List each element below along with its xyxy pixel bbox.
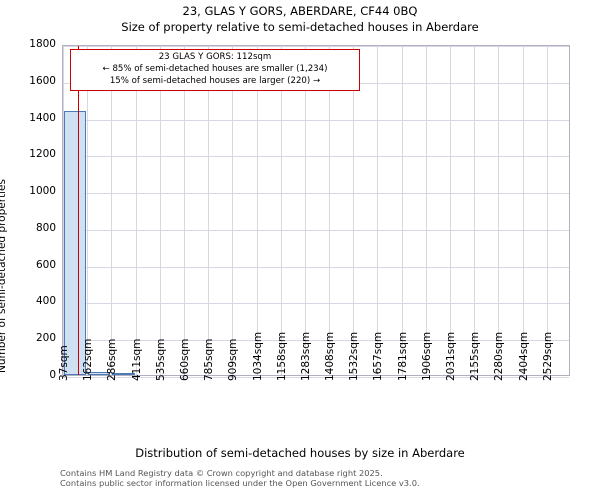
x-tick-label: 2031sqm — [445, 331, 458, 381]
gridline-horizontal — [63, 266, 569, 268]
footer: Contains HM Land Registry data © Crown c… — [60, 468, 580, 488]
x-tick-label: 1532sqm — [348, 331, 361, 381]
gridline-vertical — [377, 46, 379, 375]
gridline-vertical — [401, 46, 403, 375]
gridline-vertical — [111, 46, 113, 375]
x-tick-label: 2529sqm — [541, 331, 554, 381]
gridline-horizontal — [63, 156, 569, 158]
x-tick-label: 660sqm — [178, 338, 191, 381]
gridline-vertical — [208, 46, 210, 375]
x-tick-label: 1906sqm — [420, 331, 433, 381]
gridline-horizontal — [63, 229, 569, 231]
gridline-horizontal — [63, 46, 569, 47]
footer-line2: Contains public sector information licen… — [60, 478, 420, 488]
x-tick-label: 909sqm — [227, 338, 240, 381]
chart-title-line1: 23, GLAS Y GORS, ABERDARE, CF44 0BQ — [182, 4, 418, 18]
annotation-line2: ← 85% of semi-detached houses are smalle… — [102, 64, 328, 74]
gridline-vertical — [329, 46, 331, 375]
gridline-vertical — [159, 46, 161, 375]
y-axis-title: Number of semi-detached properties — [0, 179, 8, 373]
x-tick-label: 2404sqm — [517, 331, 530, 381]
x-tick-label: 2280sqm — [493, 331, 506, 381]
gridline-vertical — [232, 46, 234, 375]
x-tick-label: 1408sqm — [324, 331, 337, 381]
x-tick-label: 1657sqm — [372, 331, 385, 381]
x-tick-label: 1034sqm — [251, 331, 264, 381]
y-tick-label: 200 — [35, 332, 56, 345]
gridline-vertical — [522, 46, 524, 375]
x-tick-label: 1158sqm — [275, 331, 288, 381]
gridline-vertical — [87, 46, 89, 375]
gridline-vertical — [280, 46, 282, 375]
y-tick-label: 1800 — [29, 38, 56, 50]
gridline-vertical — [425, 46, 427, 375]
x-tick-label: 1781sqm — [396, 331, 409, 381]
gridline-vertical — [450, 46, 452, 375]
x-tick-label: 2155sqm — [469, 331, 482, 381]
y-tick-label: 1600 — [29, 74, 56, 87]
gridline-vertical — [183, 46, 185, 375]
y-tick-label: 800 — [35, 221, 56, 234]
gridline-horizontal — [63, 377, 569, 378]
gridline-vertical — [546, 46, 548, 375]
property-size-marker — [77, 46, 80, 375]
y-tick-label: 1200 — [29, 148, 56, 161]
y-tick-label: 1400 — [29, 111, 56, 124]
x-tick-label: 535sqm — [154, 338, 167, 381]
x-tick-label: 286sqm — [106, 338, 119, 381]
y-tick-label: 1000 — [29, 185, 56, 198]
x-tick-label: 1283sqm — [299, 331, 312, 381]
bar — [88, 371, 111, 375]
y-tick-label: 600 — [35, 258, 56, 271]
x-axis-title: Distribution of semi-detached houses by … — [135, 446, 465, 460]
x-tick-label: 785sqm — [203, 338, 216, 381]
bar — [64, 111, 87, 375]
footer-line1: Contains HM Land Registry data © Crown c… — [60, 468, 383, 478]
gridline-vertical — [474, 46, 476, 375]
x-tick-label: 37sqm — [58, 345, 70, 381]
plot-area — [62, 45, 570, 378]
gridline-vertical — [256, 46, 258, 375]
annotation-box: 23 GLAS Y GORS: 112sqm ← 85% of semi-det… — [70, 49, 360, 91]
annotation-line1: 23 GLAS Y GORS: 112sqm — [158, 52, 272, 62]
gridline-horizontal — [63, 303, 569, 305]
y-tick-label: 0 — [49, 369, 56, 381]
y-tick-label: 400 — [35, 295, 56, 308]
gridline-vertical — [135, 46, 137, 375]
x-tick-label: 162sqm — [82, 338, 95, 381]
bar — [112, 373, 135, 375]
x-tick-label: 411sqm — [130, 338, 143, 381]
gridline-vertical — [63, 46, 64, 375]
chart-title-line2: Size of property relative to semi-detach… — [121, 20, 479, 34]
gridline-vertical — [498, 46, 500, 375]
annotation-line3: 15% of semi-detached houses are larger (… — [109, 76, 321, 86]
gridline-vertical — [353, 46, 355, 375]
gridline-horizontal — [63, 340, 569, 342]
gridline-vertical — [304, 46, 306, 375]
gridline-horizontal — [63, 193, 569, 195]
gridline-horizontal — [63, 119, 569, 121]
